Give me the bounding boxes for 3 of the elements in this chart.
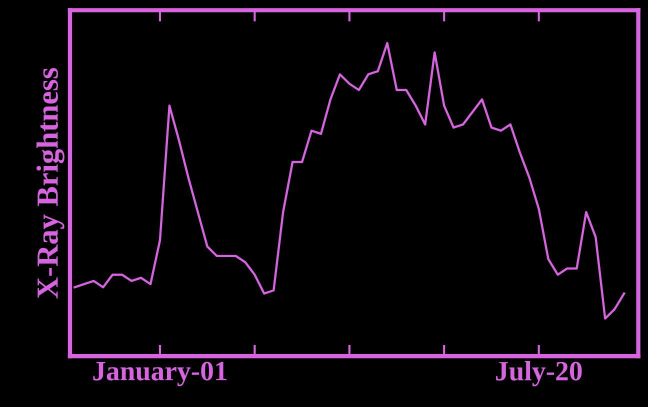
x-tick-label: July-20	[496, 360, 582, 386]
x-tick-label: January-01	[93, 362, 226, 386]
y-axis-title: X-Ray Brightness	[36, 68, 64, 298]
